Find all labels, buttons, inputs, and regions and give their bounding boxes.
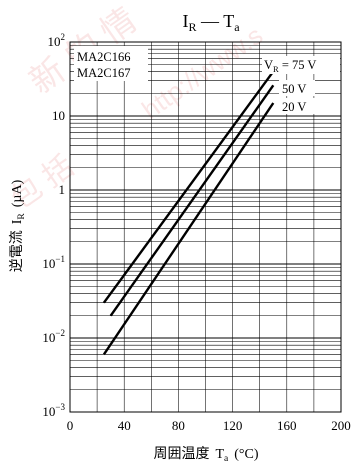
plot-frame xyxy=(69,41,342,413)
x-tick-label: 80 xyxy=(172,418,185,433)
watermark: 新 的 情 http://www.s 包 括 xyxy=(5,1,268,216)
x-tick-label: 0 xyxy=(67,418,74,433)
y-axis-label-text: 逆電流 xyxy=(9,230,25,272)
x-tick-label: 40 xyxy=(118,418,131,433)
series-labels: VR = 75 V 50 V 20 V xyxy=(262,56,340,114)
part-number-2: MA2C167 xyxy=(77,66,130,80)
plot-grid xyxy=(70,42,341,413)
x-tick-label: 120 xyxy=(223,418,243,433)
series-label-20v: 20 V xyxy=(282,100,306,114)
x-axis-label: 周囲温度 Ta (°C) xyxy=(153,446,258,464)
x-tick-label: 160 xyxy=(277,418,297,433)
y-tick-label: 10−2 xyxy=(42,328,65,345)
x-axis-label-var: T xyxy=(215,447,224,462)
series-line-2 xyxy=(102,102,275,356)
y-axis-label-var-sub: R xyxy=(17,213,27,220)
y-tick-base: 10 xyxy=(42,404,55,419)
x-tick-label: 200 xyxy=(331,418,351,433)
y-tick-base: 10 xyxy=(42,256,55,271)
y-axis-label-unit: (µA) xyxy=(10,179,25,207)
x-tick-labels: 0 40 80 120 160 200 xyxy=(67,418,351,433)
series-label-vr75-value: = 75 V xyxy=(279,58,317,72)
y-tick-label: 102 xyxy=(48,32,66,49)
y-tick-base: 10 xyxy=(48,34,61,49)
title-var-sub: R xyxy=(188,20,196,34)
y-axis-label-var: I xyxy=(10,219,25,224)
title-dash: — xyxy=(197,11,224,31)
y-tick-label: 10 xyxy=(52,108,65,123)
part-number-box: MA2C166 MA2C167 xyxy=(74,46,148,81)
y-tick-exponent: 2 xyxy=(61,32,66,42)
y-tick-exponent: −1 xyxy=(55,254,65,264)
series-label-vr75: VR = 75 V xyxy=(264,58,316,74)
y-axis-label: 逆電流 IR (µA) xyxy=(9,179,27,272)
y-tick-label: 1 xyxy=(59,182,66,197)
x-axis-label-text: 周囲温度 xyxy=(153,446,209,462)
y-tick-base: 10 xyxy=(42,330,55,345)
y-tick-base: 10 xyxy=(52,108,65,123)
title-var: I xyxy=(182,11,188,31)
series-label-vr75-var: V xyxy=(264,58,273,72)
svg-text:http://www.s: http://www.s xyxy=(136,20,268,125)
series-line-1 xyxy=(109,84,275,317)
part-number-1: MA2C166 xyxy=(77,50,130,64)
series-label-50v: 50 V xyxy=(282,82,306,96)
title-var2: T xyxy=(223,11,234,31)
data-series xyxy=(102,70,275,356)
series-label-vr75-sub: R xyxy=(273,64,279,74)
series-line-0 xyxy=(102,70,275,304)
y-tick-label: 10−3 xyxy=(42,402,65,419)
x-axis-label-unit: (°C) xyxy=(234,447,259,462)
y-tick-exponent: −3 xyxy=(55,402,65,412)
title-var2-sub: a xyxy=(234,20,240,34)
chart-title: IR — Ta xyxy=(182,11,240,34)
x-axis-label-var-sub: a xyxy=(224,454,229,464)
y-tick-base: 1 xyxy=(59,182,66,197)
y-tick-exponent: −2 xyxy=(55,328,65,338)
y-tick-label: 10−1 xyxy=(42,254,65,271)
